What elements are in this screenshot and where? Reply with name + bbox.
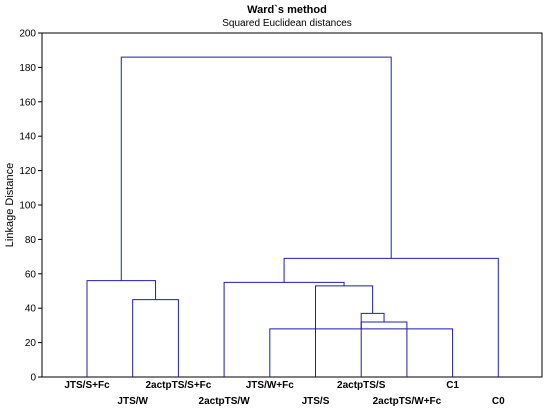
leaf-label: 2actpTS/S+Fc xyxy=(145,380,211,391)
y-tick-label: 60 xyxy=(25,269,37,280)
dendrogram-links xyxy=(86,56,499,377)
plot-frame xyxy=(41,32,543,378)
y-tick-label: 140 xyxy=(19,132,36,143)
leaf-labels: JTS/S+Fc JTS/W 2actpTS/S+Fc 2actpTS/W JTS/W+… xyxy=(64,380,505,407)
y-tick-label: 160 xyxy=(19,97,36,108)
y-tick-label: 20 xyxy=(25,338,37,349)
leaf-label: JTS/W+Fc xyxy=(246,380,295,391)
leaf-label: 2actpTS/W+Fc xyxy=(373,396,442,407)
dendrogram-link-9 xyxy=(120,56,392,281)
dendrogram-link-3 xyxy=(360,312,385,377)
chart-title: Ward`s method xyxy=(247,4,327,16)
chart-subtitle: Squared Euclidean distances xyxy=(222,18,352,29)
dendrogram-link-5 xyxy=(223,281,345,377)
y-axis-ticks: 0 20 40 60 80 100 120 140 160 180 200 xyxy=(19,29,42,384)
leaf-label: C1 xyxy=(446,380,459,391)
leaf-label: 2actpTS/W xyxy=(199,396,251,407)
dendrogram-link-8 xyxy=(283,257,499,377)
y-tick-label: 200 xyxy=(19,29,36,40)
y-tick-label: 40 xyxy=(25,304,37,315)
leaf-label: C0 xyxy=(492,396,505,407)
dendrogram-link-2 xyxy=(360,321,408,377)
y-tick-label: 120 xyxy=(19,166,36,177)
leaf-label: 2actpTS/S xyxy=(337,380,386,391)
dendrogram-link-4 xyxy=(315,285,374,377)
y-axis-label: Linkage Distance xyxy=(4,163,16,247)
leaf-label: JTS/S+Fc xyxy=(64,380,110,391)
y-tick-label: 180 xyxy=(19,63,36,74)
y-tick-label: 0 xyxy=(30,373,36,384)
leaf-label: JTS/S xyxy=(302,396,330,407)
y-tick-label: 100 xyxy=(19,201,36,212)
dendrogram-link-6 xyxy=(132,299,179,377)
dendrogram-link-7 xyxy=(86,280,157,377)
leaf-label: JTS/W xyxy=(117,396,148,407)
y-tick-label: 80 xyxy=(25,235,37,246)
